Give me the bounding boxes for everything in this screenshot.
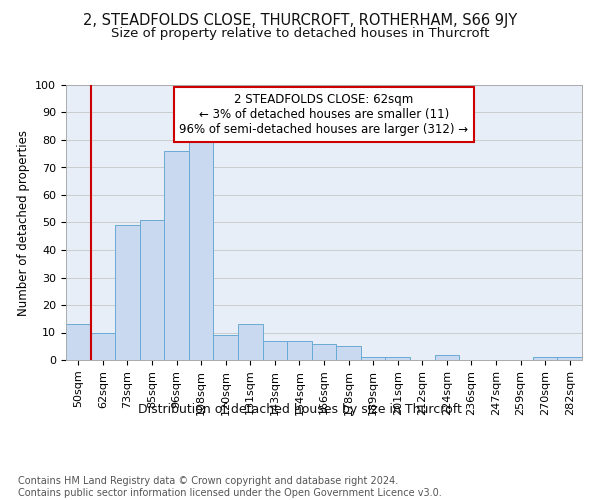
Text: 2 STEADFOLDS CLOSE: 62sqm
← 3% of detached houses are smaller (11)
96% of semi-d: 2 STEADFOLDS CLOSE: 62sqm ← 3% of detach…	[179, 93, 469, 136]
Bar	[140, 220, 164, 360]
Bar	[66, 324, 91, 360]
Bar	[287, 341, 312, 360]
Text: 2, STEADFOLDS CLOSE, THURCROFT, ROTHERHAM, S66 9JY: 2, STEADFOLDS CLOSE, THURCROFT, ROTHERHA…	[83, 12, 517, 28]
Bar	[557, 357, 582, 360]
Bar	[361, 357, 385, 360]
Bar	[336, 346, 361, 360]
Y-axis label: Number of detached properties: Number of detached properties	[17, 130, 30, 316]
Text: Contains HM Land Registry data © Crown copyright and database right 2024.
Contai: Contains HM Land Registry data © Crown c…	[18, 476, 442, 498]
Bar	[385, 357, 410, 360]
Bar	[189, 137, 214, 360]
Text: Distribution of detached houses by size in Thurcroft: Distribution of detached houses by size …	[138, 402, 462, 415]
Bar	[115, 225, 140, 360]
Bar	[238, 324, 263, 360]
Bar	[533, 357, 557, 360]
Bar	[434, 354, 459, 360]
Bar	[214, 335, 238, 360]
Bar	[164, 151, 189, 360]
Bar	[263, 341, 287, 360]
Bar	[91, 332, 115, 360]
Text: Size of property relative to detached houses in Thurcroft: Size of property relative to detached ho…	[111, 28, 489, 40]
Bar	[312, 344, 336, 360]
